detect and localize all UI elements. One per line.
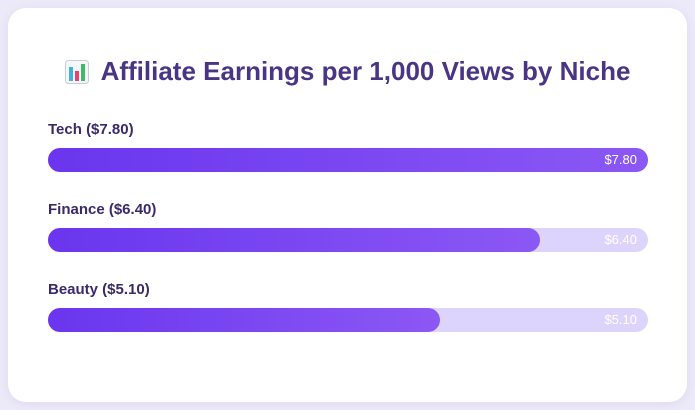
bar-chart-icon (64, 59, 89, 84)
bar-value-label: $7.80 (604, 152, 637, 167)
bar-track: $6.40 (48, 228, 648, 252)
bar-list: Tech ($7.80) $7.80 Finance ($6.40) $6.40 Bea… (48, 121, 648, 361)
chart-header: Affiliate Earnings per 1,000 Views by Ni… (8, 56, 687, 87)
bar-group: Finance ($6.40) $6.40 (48, 201, 648, 281)
bar-fill (48, 228, 540, 252)
bar-track: $7.80 (48, 148, 648, 172)
bar-label: Finance ($6.40) (48, 201, 157, 218)
bar-label: Tech ($7.80) (48, 121, 134, 138)
bar-value-label: $6.40 (604, 232, 637, 247)
bar-fill (48, 148, 648, 172)
bar-value-label: $5.10 (604, 312, 637, 327)
bar-label: Beauty ($5.10) (48, 281, 150, 298)
bar-group: Beauty ($5.10) $5.10 (48, 281, 648, 361)
chart-card: Affiliate Earnings per 1,000 Views by Ni… (8, 8, 687, 402)
bar-track: $5.10 (48, 308, 648, 332)
bar-fill (48, 308, 440, 332)
bar-group: Tech ($7.80) $7.80 (48, 121, 648, 201)
chart-title: Affiliate Earnings per 1,000 Views by Ni… (100, 56, 631, 86)
